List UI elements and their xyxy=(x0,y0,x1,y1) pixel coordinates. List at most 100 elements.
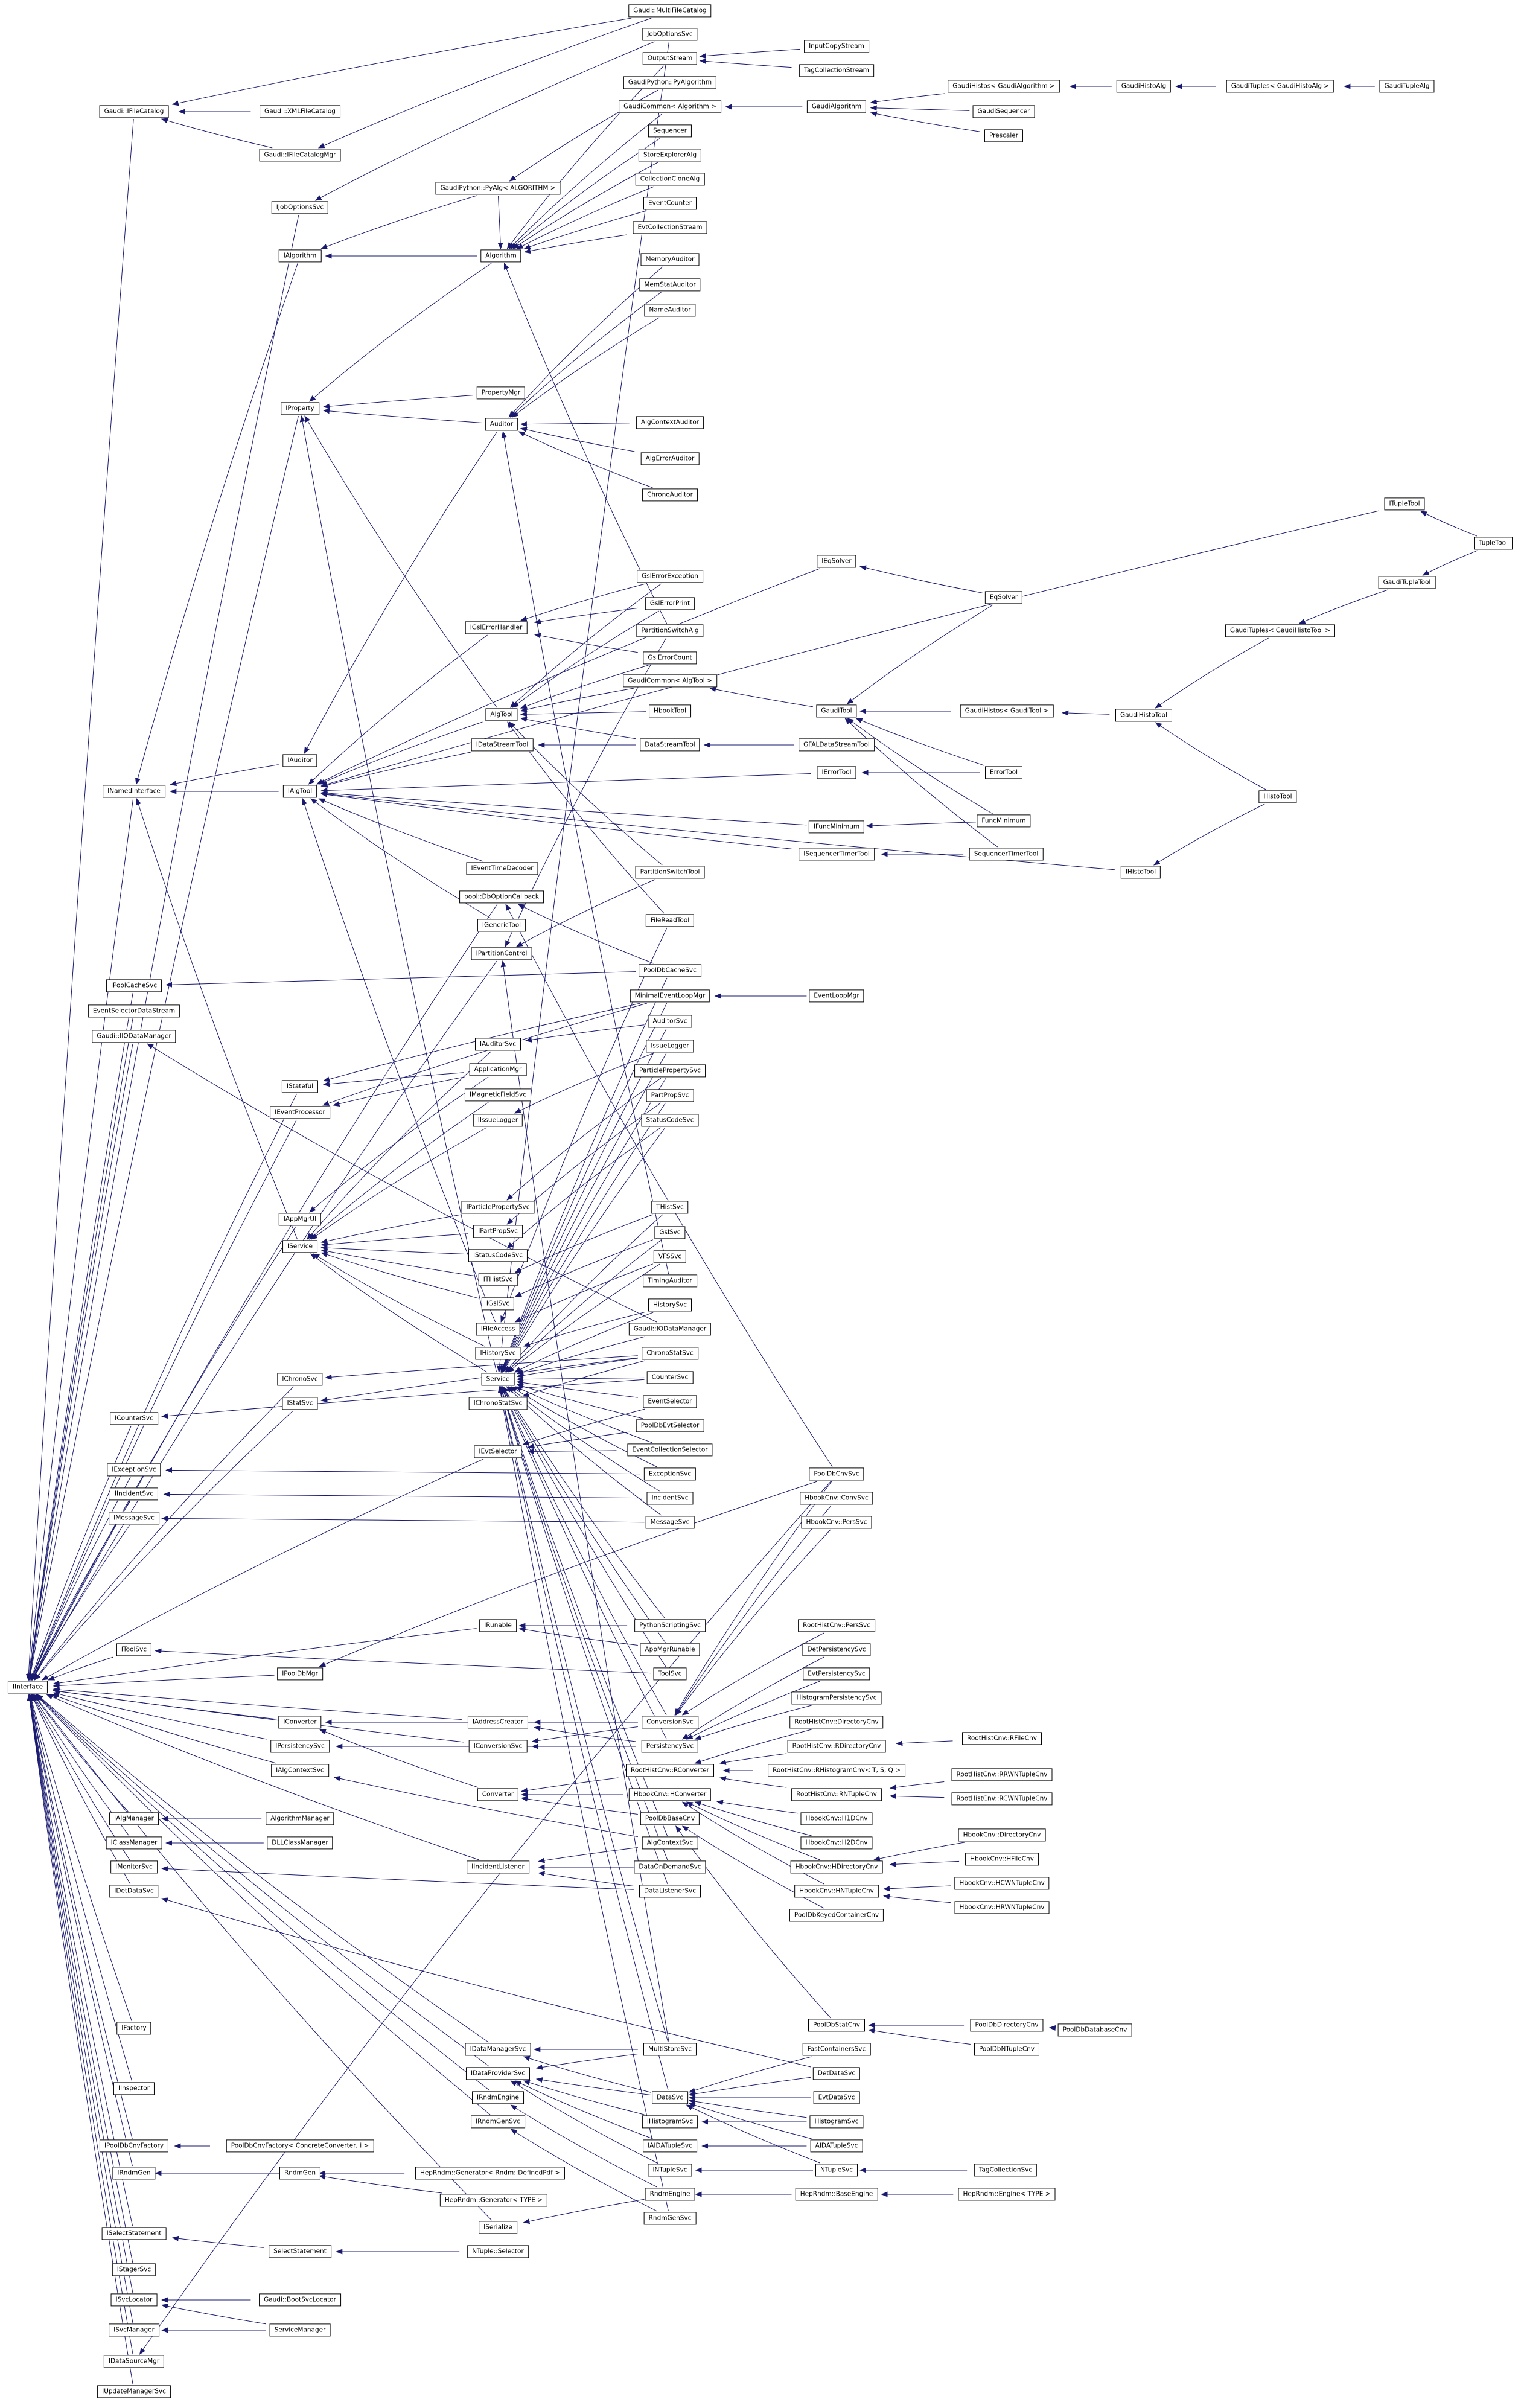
class-node[interactable]: DataListenerSvc xyxy=(639,1885,701,1898)
class-node[interactable]: IParticlePropertySvc xyxy=(461,1201,535,1214)
class-node[interactable]: IChronoSvc xyxy=(277,1373,323,1386)
class-node[interactable]: NTuple::Selector xyxy=(467,2245,529,2258)
class-node[interactable]: RootHistCnv::RHistogramCnv< T, S, Q > xyxy=(768,1764,905,1777)
class-node[interactable]: IAddressCreator xyxy=(467,1716,529,1729)
class-node[interactable]: IConverter xyxy=(278,1716,322,1729)
class-node[interactable]: IAuditor xyxy=(282,754,317,767)
class-node[interactable]: ExceptionSvc xyxy=(643,1467,697,1481)
class-node[interactable]: IDataProviderSvc xyxy=(465,2067,531,2080)
class-node[interactable]: CounterSvc xyxy=(646,1371,694,1384)
class-node[interactable]: IPoolCacheSvc xyxy=(106,979,162,992)
class-node[interactable]: HbookCnv::DirectoryCnv xyxy=(958,1828,1046,1842)
class-node[interactable]: ParticlePropertySvc xyxy=(634,1064,706,1078)
class-node[interactable]: Gaudi::IFileCatalog xyxy=(99,105,169,118)
class-node[interactable]: MemStatAuditor xyxy=(639,278,701,292)
class-node[interactable]: IRunable xyxy=(479,1619,517,1632)
class-node[interactable]: DetDataSvc xyxy=(812,2067,861,2080)
class-node[interactable]: InputCopyStream xyxy=(804,40,869,53)
class-node[interactable]: Gaudi::IODataManager xyxy=(628,1323,712,1336)
class-node[interactable]: IGenericTool xyxy=(477,919,526,932)
class-node[interactable]: ISerialize xyxy=(479,2221,517,2234)
class-node[interactable]: PoolDbCnvSvc xyxy=(809,1467,864,1481)
class-node[interactable]: HbookCnv::ConvSvc xyxy=(800,1492,873,1505)
class-node[interactable]: HbookCnv::HRWNTupleCnv xyxy=(954,1901,1050,1914)
class-node[interactable]: GslErrorException xyxy=(637,570,703,583)
class-node[interactable]: GslErrorPrint xyxy=(645,597,695,610)
class-node[interactable]: Auditor xyxy=(485,418,518,431)
class-node[interactable]: IDetDataSvc xyxy=(109,1885,159,1898)
class-node[interactable]: EventCollectionSelector xyxy=(627,1443,713,1457)
class-node[interactable]: CollectionCloneAlg xyxy=(635,173,705,186)
class-node[interactable]: PoolDbEvtSelector xyxy=(636,1419,704,1432)
class-node[interactable]: IRndmEngine xyxy=(472,2091,524,2104)
class-node[interactable]: IRndmGenSvc xyxy=(471,2115,525,2129)
class-node[interactable]: RootHistCnv::DirectoryCnv xyxy=(789,1716,884,1729)
class-node[interactable]: DLLClassManager xyxy=(267,1836,333,1850)
class-node[interactable]: Gaudi::MultiFileCatalog xyxy=(628,4,712,18)
class-node[interactable]: NameAuditor xyxy=(644,304,696,317)
class-node[interactable]: MultiStoreSvc xyxy=(643,2043,697,2056)
class-node[interactable]: ApplicationMgr xyxy=(469,1063,527,1076)
class-node[interactable]: IAppMgrUI xyxy=(278,1213,322,1226)
class-node[interactable]: RndmGen xyxy=(279,2167,321,2180)
class-node[interactable]: ICounterSvc xyxy=(110,1412,158,1425)
class-node[interactable]: RndmGenSvc xyxy=(643,2212,697,2225)
class-node[interactable]: NTupleSvc xyxy=(815,2164,858,2177)
class-node[interactable]: EventSelectorDataStream xyxy=(88,1004,180,1018)
class-node[interactable]: Sequencer xyxy=(648,124,692,138)
class-node[interactable]: IGslSvc xyxy=(481,1297,515,1311)
class-node[interactable]: OutputStream xyxy=(642,52,698,65)
class-node[interactable]: TagCollectionStream xyxy=(799,64,874,77)
class-node[interactable]: IAlgorithm xyxy=(278,249,322,263)
class-node[interactable]: ToolSvc xyxy=(653,1667,687,1681)
class-node[interactable]: HistogramPersistencySvc xyxy=(791,1691,882,1705)
class-node[interactable]: IStateful xyxy=(281,1080,319,1093)
class-node[interactable]: ServiceManager xyxy=(269,2323,331,2337)
class-node[interactable]: FileReadTool xyxy=(645,914,695,927)
class-node[interactable]: EventSelector xyxy=(643,1395,697,1408)
class-node[interactable]: RootHistCnv::PersSvc xyxy=(798,1619,875,1632)
class-node[interactable]: IService xyxy=(282,1240,317,1253)
class-node[interactable]: ISequencerTimerTool xyxy=(799,848,875,861)
class-node[interactable]: IToolSvc xyxy=(116,1643,152,1656)
class-node[interactable]: Service xyxy=(481,1373,515,1386)
class-node[interactable]: PropertyMgr xyxy=(476,386,526,400)
class-node[interactable]: AlgErrorAuditor xyxy=(640,452,700,465)
class-node[interactable]: HbookCnv::HDirectoryCnv xyxy=(790,1860,883,1874)
class-node[interactable]: IEventTimeDecoder xyxy=(466,862,538,875)
class-node[interactable]: RootHistCnv::RFileCnv xyxy=(962,1732,1042,1745)
class-node[interactable]: PoolDbCnvFactory< ConcreteConverter, i > xyxy=(226,2139,374,2153)
class-node[interactable]: IDataSourceMgr xyxy=(103,2355,165,2368)
class-node[interactable]: HepRndm::Generator< Rndm::DefinedPdf > xyxy=(415,2167,566,2180)
class-node[interactable]: HistogramSvc xyxy=(809,2115,864,2129)
class-node[interactable]: PoolDbBaseCnv xyxy=(640,1812,700,1825)
class-node[interactable]: GaudiTupleAlg xyxy=(1379,80,1435,93)
class-node[interactable]: IConversionSvc xyxy=(468,1740,528,1753)
class-node[interactable]: RootHistCnv::RCWNTupleCnv xyxy=(951,1792,1053,1806)
class-node[interactable]: HbookCnv::H2DCnv xyxy=(800,1836,873,1850)
class-node[interactable]: HbookCnv::HNTupleCnv xyxy=(794,1885,879,1898)
class-node[interactable]: GaudiPython::PyAlg< ALGORITHM > xyxy=(435,182,561,195)
class-node[interactable]: EqSolver xyxy=(984,591,1023,604)
class-node[interactable]: ConversionSvc xyxy=(642,1716,698,1729)
class-node[interactable]: PoolDbDirectoryCnv xyxy=(970,2019,1044,2032)
class-node[interactable]: HbookCnv::PersSvc xyxy=(801,1516,872,1529)
class-node[interactable]: IPartitionControl xyxy=(471,947,532,960)
class-node[interactable]: GFALDataStreamTool xyxy=(799,738,875,752)
class-node[interactable]: IUpdateManagerSvc xyxy=(97,2385,171,2398)
class-node[interactable]: GaudiCommon< AlgTool > xyxy=(623,674,717,688)
class-node[interactable]: PersistencySvc xyxy=(641,1740,699,1753)
class-node[interactable]: IMagneticFieldSvc xyxy=(464,1088,532,1102)
class-node[interactable]: GaudiPython::PyAlgorithm xyxy=(623,76,717,89)
class-node[interactable]: Converter xyxy=(477,1788,519,1801)
class-node[interactable]: EventLoopMgr xyxy=(809,989,864,1003)
class-node[interactable]: PoolDbNTupleCnv xyxy=(974,2043,1040,2056)
class-node[interactable]: HbookCnv::HConverter xyxy=(628,1788,712,1801)
class-node[interactable]: FuncMinimum xyxy=(977,814,1031,828)
class-node[interactable]: PartitionSwitchTool xyxy=(635,866,705,879)
class-node[interactable]: IAlgTool xyxy=(282,785,317,798)
class-node[interactable]: IFileAccess xyxy=(476,1323,520,1336)
class-node[interactable]: HepRndm::Engine< TYPE > xyxy=(958,2188,1056,2201)
class-node[interactable]: IStatusCodeSvc xyxy=(468,1249,528,1262)
class-node[interactable]: IssueLogger xyxy=(646,1040,694,1053)
